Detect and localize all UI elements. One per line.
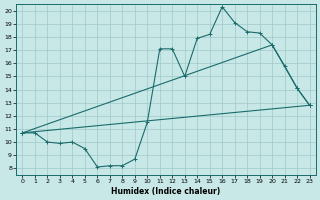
X-axis label: Humidex (Indice chaleur): Humidex (Indice chaleur)	[111, 187, 221, 196]
